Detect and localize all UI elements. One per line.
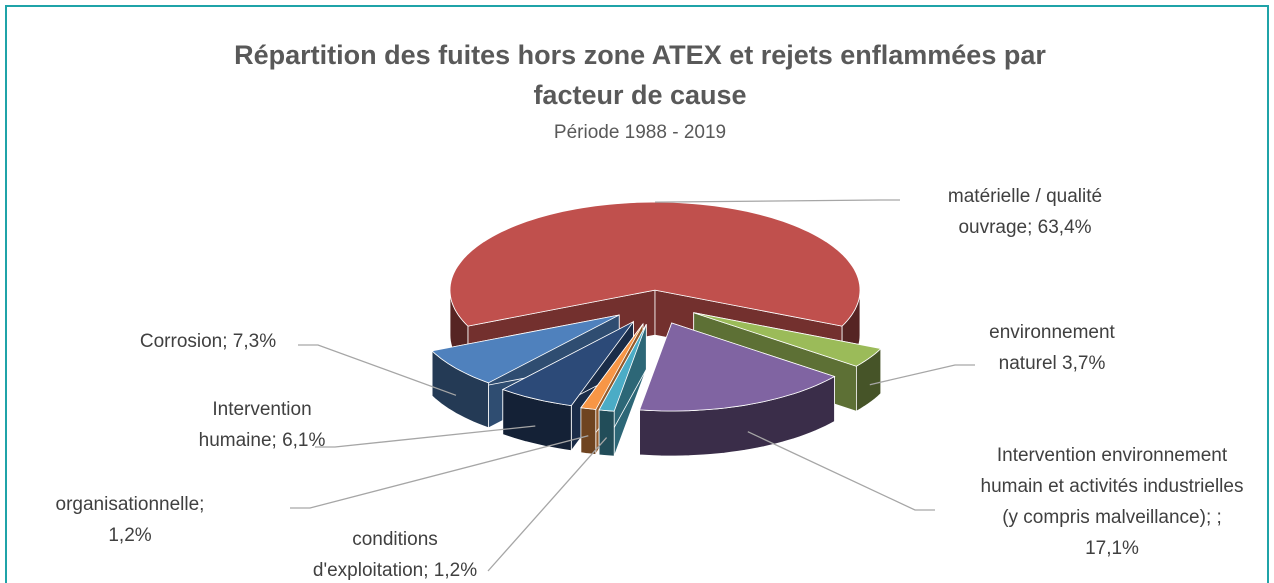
chart-title: Répartition des fuites hors zone ATEX et… bbox=[234, 40, 1046, 70]
chart-title: facteur de cause bbox=[533, 80, 746, 110]
data-label: naturel 3,7% bbox=[999, 353, 1106, 374]
data-label: ouvrage; 63,4% bbox=[958, 217, 1091, 238]
data-label: environnement bbox=[989, 322, 1115, 343]
slice bbox=[598, 324, 647, 412]
leader-line bbox=[315, 425, 536, 448]
slice-outer-wall bbox=[580, 407, 597, 455]
slice bbox=[580, 323, 644, 410]
leader-line bbox=[298, 344, 457, 396]
data-label: (y compris malveillance); ; bbox=[1002, 507, 1222, 528]
data-label: Intervention bbox=[212, 399, 311, 420]
data-label: humain et activités industrielles bbox=[981, 476, 1244, 497]
data-label: Intervention environnement bbox=[997, 445, 1228, 466]
leader-line bbox=[654, 199, 900, 203]
data-label: Corrosion; 7,3% bbox=[140, 331, 276, 352]
slice-outer-wall bbox=[598, 409, 615, 457]
data-label: matérielle / qualité bbox=[948, 186, 1102, 207]
slice bbox=[431, 314, 620, 384]
data-label: 17,1% bbox=[1085, 538, 1139, 559]
leader-line bbox=[487, 437, 608, 572]
data-label: conditions bbox=[352, 529, 438, 550]
slice bbox=[639, 322, 836, 412]
slice bbox=[501, 321, 634, 407]
data-label: 1,2% bbox=[108, 525, 151, 546]
leader-line bbox=[290, 435, 589, 509]
slice bbox=[639, 322, 836, 457]
leader-line bbox=[747, 431, 935, 511]
data-label: humaine; 6,1% bbox=[199, 430, 326, 451]
leader-line bbox=[869, 364, 975, 386]
slice bbox=[598, 324, 647, 457]
chart-subtitle: Période 1988 - 2019 bbox=[554, 122, 726, 143]
data-label: organisationnelle; bbox=[56, 494, 205, 515]
slice bbox=[693, 312, 882, 367]
data-label: d'exploitation; 1,2% bbox=[313, 560, 477, 581]
